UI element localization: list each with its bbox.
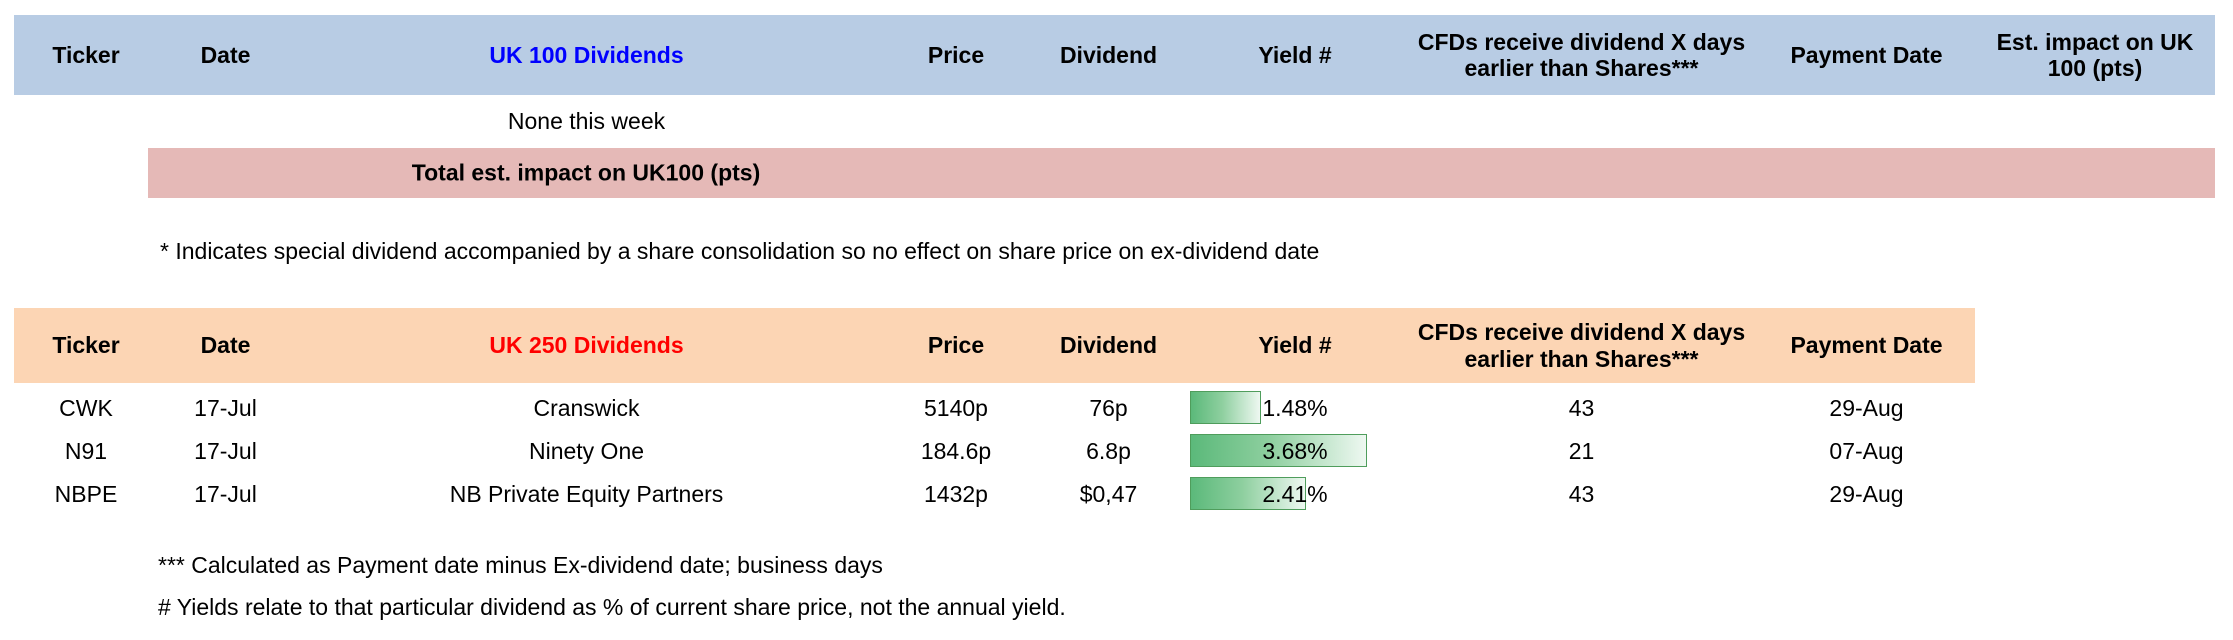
table-row: CWK 17-Jul Cranswick 5140p 76p 1.48% 43 … bbox=[14, 387, 1975, 430]
yield-cell: 1.48% bbox=[1185, 387, 1405, 430]
date-cell: 17-Jul bbox=[194, 395, 257, 421]
cfd-days-footnote: *** Calculated as Payment date minus Ex-… bbox=[158, 552, 883, 578]
payment-date-cell: 29-Aug bbox=[1829, 481, 1904, 507]
yield-value: 1.48% bbox=[1262, 395, 1328, 421]
ticker-cell: NBPE bbox=[54, 481, 118, 507]
uk100-table-header: Ticker Date UK 100 Dividends Price Divid… bbox=[14, 15, 2215, 95]
yield-data-bar bbox=[1190, 391, 1262, 424]
yield-data-bar bbox=[1190, 434, 1367, 467]
yield-value: 2.41% bbox=[1262, 481, 1328, 507]
dividend-cell: 6.8p bbox=[1086, 438, 1131, 464]
yield-cell: 3.68% bbox=[1185, 430, 1405, 473]
uk100-col-date: Date bbox=[200, 41, 251, 68]
date-cell: 17-Jul bbox=[194, 438, 257, 464]
ticker-cell: N91 bbox=[64, 438, 108, 464]
uk100-empty-message: None this week bbox=[507, 108, 666, 134]
price-cell: 184.6p bbox=[920, 438, 992, 464]
dividend-cell: $0,47 bbox=[1079, 481, 1138, 507]
date-cell: 17-Jul bbox=[194, 481, 257, 507]
company-name-cell: NB Private Equity Partners bbox=[449, 481, 724, 507]
uk100-col-yield: Yield # bbox=[1258, 41, 1332, 68]
table-row: NBPE 17-Jul NB Private Equity Partners 1… bbox=[14, 473, 1975, 516]
yield-value: 3.68% bbox=[1262, 438, 1328, 464]
yield-cell: 2.41% bbox=[1185, 473, 1405, 516]
price-cell: 1432p bbox=[924, 481, 988, 507]
yield-footnote: # Yields relate to that particular divid… bbox=[158, 594, 1066, 620]
uk250-table-header: Ticker Date UK 250 Dividends Price Divid… bbox=[14, 308, 1975, 383]
cfd-days-cell: 21 bbox=[1568, 438, 1595, 464]
uk250-col-ticker: Ticker bbox=[52, 332, 120, 359]
uk100-total-row: Total est. impact on UK100 (pts) bbox=[148, 148, 2215, 198]
cfd-days-cell: 43 bbox=[1568, 395, 1595, 421]
payment-date-cell: 29-Aug bbox=[1829, 395, 1904, 421]
table-row: N91 17-Jul Ninety One 184.6p 6.8p 3.68% … bbox=[14, 430, 1975, 473]
uk100-col-ticker: Ticker bbox=[52, 41, 120, 68]
uk250-col-dividend: Dividend bbox=[1059, 332, 1158, 359]
uk100-table-title: UK 100 Dividends bbox=[489, 41, 684, 68]
uk250-col-yield: Yield # bbox=[1258, 332, 1332, 359]
price-cell: 5140p bbox=[924, 395, 988, 421]
uk100-col-price: Price bbox=[927, 41, 985, 68]
ticker-cell: CWK bbox=[59, 395, 113, 421]
uk250-col-date: Date bbox=[200, 332, 251, 359]
uk100-col-payment-date: Payment Date bbox=[1790, 41, 1943, 68]
uk250-col-cfd-days: CFDs receive dividend X days earlier tha… bbox=[1417, 319, 1746, 372]
uk100-total-row-label: Total est. impact on UK100 (pts) bbox=[411, 159, 761, 186]
cfd-days-cell: 43 bbox=[1568, 481, 1595, 507]
uk250-col-price: Price bbox=[927, 332, 985, 359]
uk100-col-dividend: Dividend bbox=[1059, 41, 1158, 68]
uk100-col-cfd-days: CFDs receive dividend X days earlier tha… bbox=[1417, 28, 1746, 81]
payment-date-cell: 07-Aug bbox=[1829, 438, 1904, 464]
special-dividend-note: * Indicates special dividend accompanied… bbox=[160, 238, 1320, 264]
company-name-cell: Ninety One bbox=[528, 438, 645, 464]
uk250-col-payment-date: Payment Date bbox=[1790, 332, 1943, 359]
yield-data-bar bbox=[1190, 477, 1306, 510]
company-name-cell: Cranswick bbox=[533, 395, 640, 421]
uk250-table-title: UK 250 Dividends bbox=[489, 332, 684, 359]
uk100-col-est-impact: Est. impact on UK 100 (pts) bbox=[1996, 28, 2194, 81]
dividend-cell: 76p bbox=[1089, 395, 1128, 421]
